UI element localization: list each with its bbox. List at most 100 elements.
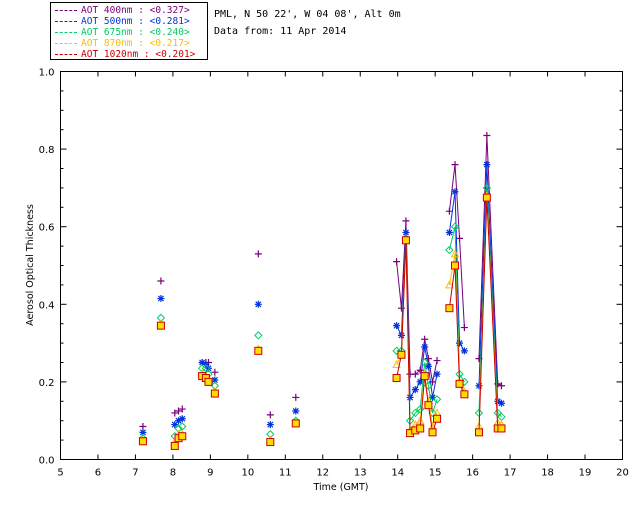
y-tick-label: 0.2 xyxy=(39,378,55,389)
data-point xyxy=(397,304,405,312)
data-point xyxy=(170,441,179,450)
series-line xyxy=(448,164,465,328)
data-point xyxy=(156,321,165,330)
data-point xyxy=(266,430,275,439)
data-point xyxy=(445,207,453,215)
data-point xyxy=(420,358,429,367)
data-point xyxy=(451,188,459,196)
date-info: Data from: 11 Apr 2014 xyxy=(214,26,347,37)
y-tick-label: 0.6 xyxy=(39,223,55,234)
legend-label: AOT 870nm : <0.217> xyxy=(81,38,190,49)
series-line xyxy=(478,135,502,387)
x-axis-label: Time (GMT) xyxy=(312,482,368,493)
data-point xyxy=(292,393,300,401)
x-tick-label: 5 xyxy=(57,468,63,479)
series-layer xyxy=(138,132,506,450)
legend: AOT 400nm : <0.327> AOT 500nm : <0.281> … xyxy=(50,2,208,60)
data-point xyxy=(475,428,484,437)
data-point xyxy=(178,432,187,441)
axis-ticks: 5 6 7 8 9 10 11 12 13 14 15 16 17 18 19 20 0.0 0.2 0.4 0.6 0… xyxy=(39,68,629,479)
data-point xyxy=(266,438,275,447)
data-point xyxy=(456,339,464,347)
data-point xyxy=(433,414,442,423)
data-point xyxy=(393,322,401,330)
x-tick-label: 19 xyxy=(579,468,592,479)
data-point xyxy=(178,415,186,423)
data-point xyxy=(450,222,460,231)
data-point xyxy=(482,193,491,202)
data-point xyxy=(460,390,469,399)
data-point xyxy=(475,382,483,390)
data-point xyxy=(171,421,179,429)
x-tick-label: 6 xyxy=(95,468,101,479)
data-point xyxy=(483,161,491,169)
y-tick-label: 0.0 xyxy=(39,456,55,467)
data-point xyxy=(138,437,147,446)
data-point xyxy=(424,362,432,370)
x-tick-label: 14 xyxy=(391,468,404,479)
legend-line-swatch xyxy=(55,21,77,22)
data-point xyxy=(445,304,454,313)
data-point xyxy=(171,409,179,417)
data-point xyxy=(211,368,219,376)
legend-label: AOT 1020nm : <0.201> xyxy=(81,49,196,60)
series-line xyxy=(448,226,465,383)
data-point xyxy=(424,355,432,363)
data-point xyxy=(455,379,464,388)
x-tick-label: 8 xyxy=(170,468,176,479)
data-point xyxy=(445,229,453,237)
data-point xyxy=(210,389,219,398)
y-tick-label: 0.4 xyxy=(39,300,55,311)
data-point xyxy=(397,350,406,359)
data-point xyxy=(429,393,437,401)
data-point xyxy=(392,359,401,368)
data-point xyxy=(210,381,220,390)
x-tick-label: 16 xyxy=(466,468,479,479)
data-point xyxy=(157,294,165,302)
data-point xyxy=(416,366,424,374)
data-point xyxy=(445,245,454,255)
plot-frame xyxy=(60,71,623,460)
data-point xyxy=(174,424,183,433)
x-tick-label: 13 xyxy=(354,468,367,479)
x-tick-label: 12 xyxy=(316,468,329,479)
data-point xyxy=(198,359,206,366)
data-point xyxy=(433,357,441,365)
data-point xyxy=(497,382,505,390)
data-point xyxy=(175,407,183,415)
data-point xyxy=(254,250,262,258)
data-point xyxy=(460,347,468,355)
legend-label: AOT 675nm : <0.240> xyxy=(81,27,190,38)
data-point xyxy=(178,405,186,413)
data-point xyxy=(402,217,410,225)
legend-line-swatch xyxy=(55,43,77,44)
data-point xyxy=(497,399,505,407)
data-point xyxy=(266,421,274,429)
data-point xyxy=(411,370,419,378)
data-point xyxy=(211,376,219,384)
y-tick-label: 1.0 xyxy=(39,68,55,79)
series-aot-1020nm xyxy=(138,193,506,450)
data-point xyxy=(483,132,491,140)
series-aot-400nm xyxy=(139,132,505,431)
data-point xyxy=(415,404,425,414)
data-point xyxy=(266,411,274,419)
x-tick-label: 18 xyxy=(541,468,554,479)
data-point xyxy=(402,229,410,237)
data-point xyxy=(392,374,401,383)
data-point xyxy=(406,393,414,401)
data-point xyxy=(451,161,459,169)
data-point xyxy=(445,280,454,289)
data-point xyxy=(451,261,460,270)
x-tick-label: 11 xyxy=(279,468,292,479)
legend-line-swatch xyxy=(55,32,77,33)
data-point xyxy=(433,370,441,378)
data-point xyxy=(411,408,420,418)
x-tick-label: 10 xyxy=(241,468,254,479)
data-point xyxy=(456,234,464,242)
series-line xyxy=(396,220,438,383)
data-point xyxy=(204,377,213,386)
data-point xyxy=(254,346,263,355)
data-point xyxy=(494,397,502,405)
data-point xyxy=(416,378,424,386)
